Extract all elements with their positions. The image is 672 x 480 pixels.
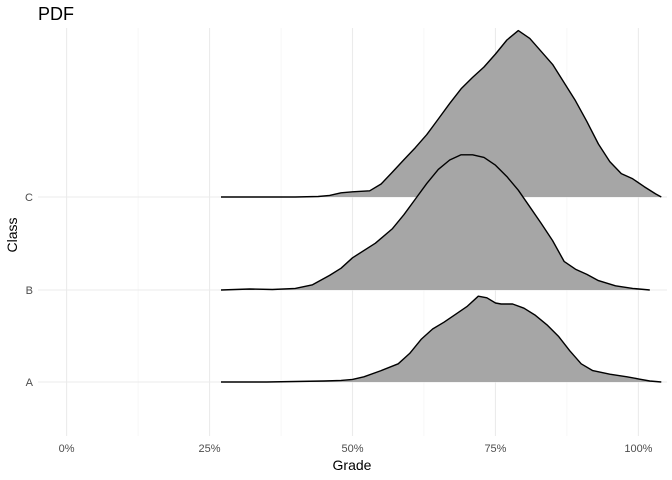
- chart-title: PDF: [38, 4, 74, 24]
- x-tick-label: 50%: [341, 443, 363, 455]
- x-tick-label: 75%: [484, 443, 506, 455]
- x-tick-label: 25%: [199, 443, 221, 455]
- y-tick-label-c: C: [25, 192, 33, 204]
- x-tick-labels: 0% 25% 50% 75% 100%: [59, 443, 653, 455]
- ridge-line-a: [221, 295, 662, 383]
- y-tick-label-a: A: [26, 377, 34, 389]
- ridge-area-a: [221, 296, 662, 382]
- ridge-line-c: [221, 29, 662, 198]
- y-tick-labels: A B C: [25, 192, 34, 389]
- x-tick-label: 0%: [59, 443, 75, 455]
- ridge-area-b: [221, 154, 650, 290]
- y-axis-title: Class: [4, 217, 20, 252]
- ridge-layer: [220, 29, 662, 383]
- y-tick-label-b: B: [26, 285, 33, 297]
- x-tick-label: 100%: [624, 443, 652, 455]
- x-axis-title: Grade: [333, 457, 372, 473]
- ridge-area-c: [221, 30, 662, 197]
- ridge-line-b: [220, 154, 650, 291]
